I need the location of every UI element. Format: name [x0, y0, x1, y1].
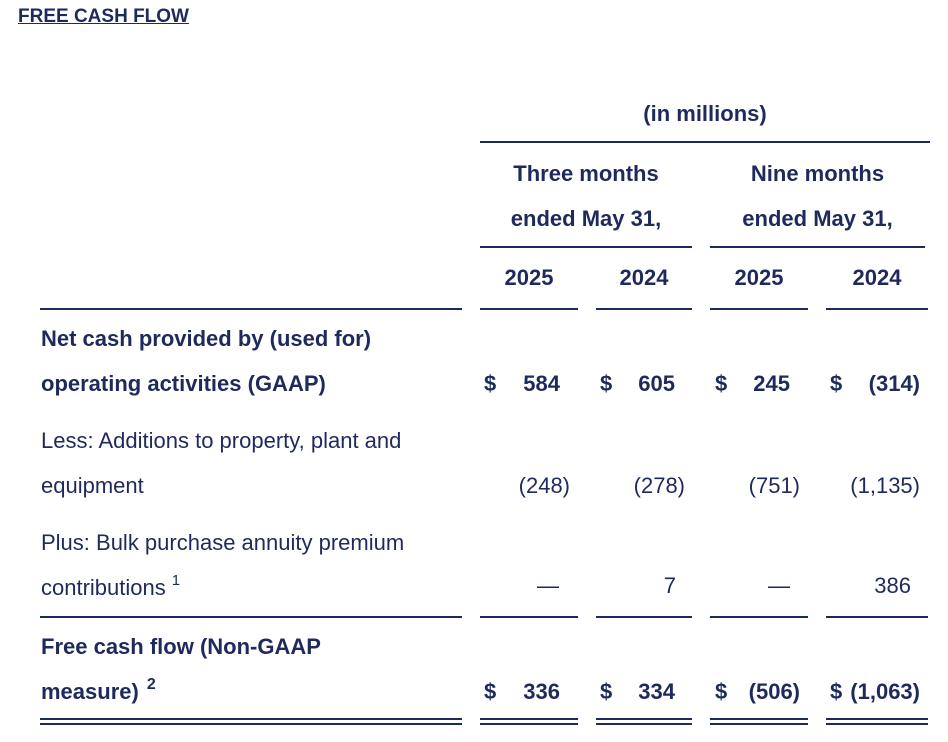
- currency-symbol: $: [830, 371, 843, 396]
- units-label: (in millions): [643, 101, 767, 126]
- year-col-1: 2025: [504, 265, 554, 290]
- header-rule: [480, 141, 930, 143]
- row-annuity-label-line2: contributions 1: [41, 572, 181, 601]
- year-col-4: 2024: [852, 265, 902, 290]
- label-column-subtotal-rule: [40, 616, 462, 618]
- row-free-cash-flow-value-3: (506): [748, 679, 800, 704]
- row-operating-label-line1: Net cash provided by (used for): [41, 326, 372, 351]
- free-cash-flow-link[interactable]: FREE CASH FLOW: [18, 6, 189, 27]
- nine-months-rule: [710, 246, 925, 248]
- total-double-rule-top: [826, 718, 928, 720]
- subtotal-rule-4: [826, 616, 928, 618]
- total-double-rule-bottom: [40, 723, 462, 725]
- year-col-3: 2025: [734, 265, 784, 290]
- total-double-rule-bottom: [596, 723, 692, 725]
- row-annuity-value-1: —: [537, 573, 559, 598]
- subtotal-rule-1: [480, 616, 578, 618]
- row-annuity-value-4: 386: [874, 573, 911, 598]
- period-nine-months-line1: Nine months: [750, 161, 885, 186]
- row-annuity-label-text: contributions: [41, 575, 166, 600]
- footnote-1-marker: 1: [171, 572, 181, 589]
- row-additions-value-2: (278): [633, 473, 685, 498]
- row-additions-value-3: (751): [748, 473, 800, 498]
- year-rule-1: [480, 308, 578, 310]
- total-double-rule-top: [710, 718, 808, 720]
- currency-symbol: $: [830, 679, 843, 704]
- total-double-rule-bottom: [826, 723, 928, 725]
- currency-symbol: $: [600, 679, 613, 704]
- row-free-cash-flow-value-1: 336: [523, 679, 560, 704]
- footnote-2-marker: 2: [146, 676, 156, 693]
- row-annuity-value-2: 7: [663, 573, 676, 598]
- subtotal-rule-3: [710, 616, 808, 618]
- total-double-rule-top: [596, 718, 692, 720]
- year-rule-2: [596, 308, 692, 310]
- period-three-months-line1: Three months: [513, 161, 659, 186]
- year-rule-4: [826, 308, 928, 310]
- row-free-cash-flow-value-2: 334: [638, 679, 675, 704]
- row-free-cash-flow-label-text: measure): [41, 679, 139, 704]
- currency-symbol: $: [484, 679, 497, 704]
- label-column-rule: [40, 308, 462, 310]
- currency-symbol: $: [484, 371, 497, 396]
- row-operating-value-3: 245: [753, 371, 790, 396]
- row-additions-value-4: (1,135): [850, 473, 920, 498]
- row-additions-label-line2: equipment: [41, 473, 144, 498]
- row-operating-label-line2: operating activities (GAAP): [41, 371, 326, 396]
- total-double-rule-top: [40, 718, 462, 720]
- three-months-rule: [480, 246, 692, 248]
- row-annuity-value-3: —: [768, 573, 790, 598]
- currency-symbol: $: [600, 371, 613, 396]
- row-annuity-label-line1: Plus: Bulk purchase annuity premium: [41, 530, 405, 555]
- period-three-months-line2: ended May 31,: [510, 206, 662, 231]
- row-free-cash-flow-label-line1: Free cash flow (Non-GAAP: [41, 634, 321, 659]
- year-rule-3: [710, 308, 808, 310]
- period-nine-months-line2: ended May 31,: [742, 206, 893, 231]
- total-double-rule-bottom: [710, 723, 808, 725]
- row-operating-value-1: 584: [523, 371, 560, 396]
- total-double-rule-bottom: [480, 723, 578, 725]
- currency-symbol: $: [715, 679, 728, 704]
- row-free-cash-flow-label-line2: measure) 2: [41, 676, 156, 705]
- subtotal-rule-2: [596, 616, 692, 618]
- row-operating-value-2: 605: [638, 371, 675, 396]
- row-additions-label-line1: Less: Additions to property, plant and: [41, 428, 402, 453]
- currency-symbol: $: [715, 371, 728, 396]
- row-operating-value-4: (314): [868, 371, 920, 396]
- total-double-rule-top: [480, 718, 578, 720]
- row-free-cash-flow-value-4: (1,063): [850, 679, 920, 704]
- year-col-2: 2024: [619, 265, 669, 290]
- row-additions-value-1: (248): [518, 473, 570, 498]
